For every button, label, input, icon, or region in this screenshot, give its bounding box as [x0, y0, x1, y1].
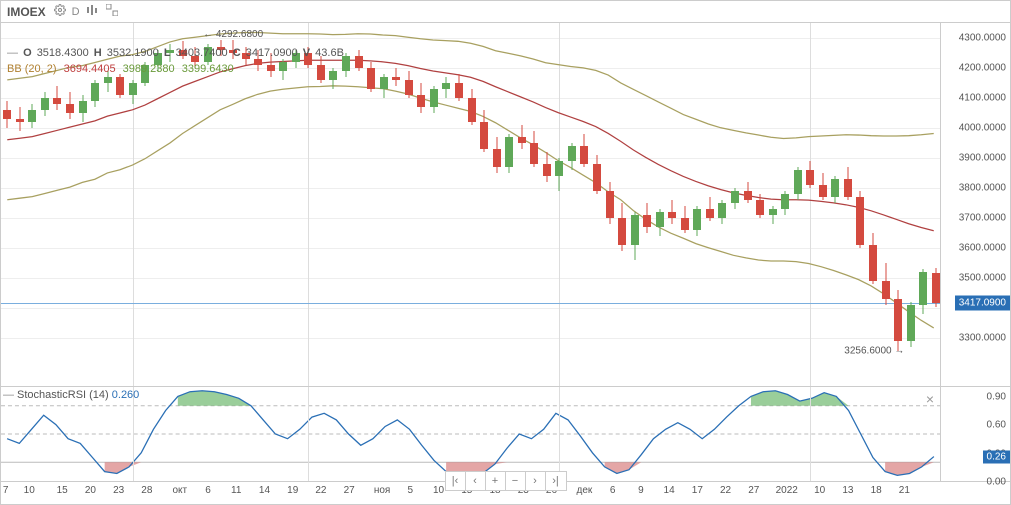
close-label: C	[233, 47, 241, 59]
time-tick: 2022	[776, 485, 798, 496]
time-tick: 9	[638, 485, 644, 496]
time-tick: 14	[664, 485, 675, 496]
compare-icon[interactable]	[106, 4, 118, 19]
time-tick: 20	[85, 485, 96, 496]
price-tick: 3500.0000	[959, 273, 1006, 284]
time-tick: 7	[3, 485, 9, 496]
time-axis: |‹ ‹ + − › ›| 71015202328окт61114192227н…	[1, 482, 1010, 504]
vol-value: 43.6B	[315, 47, 344, 59]
interval-label[interactable]: D	[72, 6, 80, 18]
ind-tick: 0.90	[987, 391, 1006, 402]
nav-zoom-out-icon[interactable]: −	[506, 472, 526, 490]
low-annotation: 3256.6000 →	[844, 346, 904, 357]
vol-label: V	[303, 47, 310, 59]
time-tick: 28	[141, 485, 152, 496]
high-annotation: ← 4292.6800	[203, 29, 263, 40]
time-tick: 14	[259, 485, 270, 496]
time-tick: 5	[408, 485, 414, 496]
stoch-label: StochasticRSI (14) 0.260	[17, 389, 139, 401]
bb-upper-value: 3694.4405	[64, 63, 116, 75]
time-tick: 22	[315, 485, 326, 496]
stoch-value: 0.260	[112, 389, 140, 401]
price-axis: 4300.0000 4200.0000 4100.0000 4000.0000 3900…	[940, 23, 1010, 386]
price-tick: 4000.0000	[959, 123, 1006, 134]
time-tick: 17	[692, 485, 703, 496]
time-tick: 10	[24, 485, 35, 496]
indicator-axis: 0.900.600.300.000.26	[940, 387, 1010, 481]
close-value: 3417.0900	[246, 47, 298, 59]
price-tick: 4200.0000	[959, 63, 1006, 74]
price-tick: 4100.0000	[959, 93, 1006, 104]
nav-last-icon[interactable]: ›|	[546, 472, 566, 490]
candle-icon[interactable]	[86, 4, 100, 19]
time-tick: 6	[205, 485, 211, 496]
time-tick: 27	[344, 485, 355, 496]
price-tick: 3800.0000	[959, 183, 1006, 194]
time-tick: 19	[287, 485, 298, 496]
time-tick: 10	[433, 485, 444, 496]
bb-label: BB (20, 2)	[7, 63, 57, 75]
stoch-name: StochasticRSI (14)	[17, 389, 109, 401]
time-tick: 27	[748, 485, 759, 496]
ticker-symbol[interactable]: IMOEX	[7, 5, 46, 19]
nav-first-icon[interactable]: |‹	[446, 472, 466, 490]
low-label: L	[164, 47, 171, 59]
nav-next-icon[interactable]: ›	[526, 472, 546, 490]
bb-lower-value: 3399.6430	[182, 63, 234, 75]
main-chart[interactable]: — O 3518.4300 H 3532.1900 L 3403.7400 C …	[1, 23, 1010, 387]
time-tick: 22	[720, 485, 731, 496]
time-tick: 11	[231, 485, 241, 496]
time-tick: 15	[57, 485, 68, 496]
time-tick: окт	[172, 485, 187, 496]
open-value: 3518.4300	[37, 47, 89, 59]
open-label: O	[23, 47, 32, 59]
chart-container: IMOEX D — O 3518.4300 H 3532.1900 L 3403…	[0, 0, 1011, 505]
time-tick: 10	[814, 485, 825, 496]
indicator-plot-area[interactable]	[1, 387, 940, 481]
time-tick: 18	[871, 485, 882, 496]
time-tick: дек	[577, 485, 593, 496]
current-price-label: 3417.0900	[955, 295, 1010, 310]
chart-header: IMOEX D	[1, 1, 1010, 23]
time-tick: 6	[610, 485, 616, 496]
ind-tick: 0.60	[987, 420, 1006, 431]
ohlc-display: — O 3518.4300 H 3532.1900 L 3403.7400 C …	[7, 47, 346, 59]
time-tick: 23	[113, 485, 124, 496]
nav-prev-icon[interactable]: ‹	[466, 472, 486, 490]
price-tick: 3300.0000	[959, 333, 1006, 344]
nav-zoom-in-icon[interactable]: +	[486, 472, 506, 490]
high-value: 3532.1900	[107, 47, 159, 59]
gear-icon[interactable]	[54, 4, 66, 19]
time-tick: ноя	[374, 485, 391, 496]
bb-mid-value: 3989.2380	[123, 63, 175, 75]
low-value: 3403.7400	[176, 47, 228, 59]
price-tick: 4300.0000	[959, 33, 1006, 44]
time-tick: 13	[842, 485, 853, 496]
price-tick: 3700.0000	[959, 213, 1006, 224]
price-tick: 3600.0000	[959, 243, 1006, 254]
time-nav-controls: |‹ ‹ + − › ›|	[445, 471, 567, 491]
high-label: H	[94, 47, 102, 59]
ind-current-label: 0.26	[983, 451, 1010, 464]
bb-display: BB (20, 2) 3694.4405 3989.2380 3399.6430	[7, 63, 234, 75]
price-tick: 3900.0000	[959, 153, 1006, 164]
indicator-panel[interactable]: — StochasticRSI (14) 0.260 × 0.900.600.3…	[1, 387, 1010, 482]
time-tick: 21	[899, 485, 910, 496]
chart-plot-area[interactable]: ← 4292.6800 3256.6000 →	[1, 23, 940, 386]
